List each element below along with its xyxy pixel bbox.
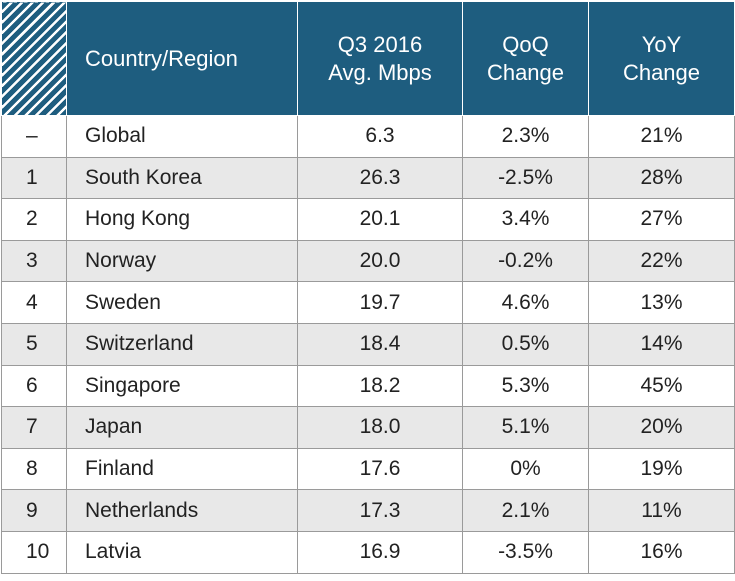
- qoq-cell: 2.3%: [462, 115, 589, 158]
- yoy-cell: 11%: [588, 489, 735, 532]
- yoy-cell: 21%: [588, 115, 735, 158]
- rank-cell: –: [1, 115, 67, 158]
- qoq-cell: 2.1%: [462, 489, 589, 532]
- yoy-cell: 19%: [588, 447, 735, 491]
- speed-cell: 18.2: [297, 364, 463, 408]
- rank-cell: 1: [1, 156, 67, 200]
- country-cell: Global: [66, 115, 298, 158]
- country-cell: Norway: [66, 239, 298, 283]
- country-cell: Finland: [66, 447, 298, 491]
- table-row: 7 Japan 18.0 5.1% 20%: [1, 406, 735, 449]
- header-row: Country/Region Q3 2016 Avg. Mbps QoQ Cha…: [1, 1, 735, 116]
- qoq-cell: -2.5%: [462, 156, 589, 200]
- country-cell: Hong Kong: [66, 198, 298, 241]
- speed-cell: 18.0: [297, 406, 463, 449]
- speed-cell: 6.3: [297, 115, 463, 158]
- table-row: 6 Singapore 18.2 5.3% 45%: [1, 364, 735, 408]
- yoy-cell: 27%: [588, 198, 735, 241]
- table-row: 8 Finland 17.6 0% 19%: [1, 447, 735, 491]
- country-cell: Japan: [66, 406, 298, 449]
- avg-speed-header-line2: Avg. Mbps: [328, 59, 432, 85]
- rank-cell: 8: [1, 447, 67, 491]
- qoq-cell: 0%: [462, 447, 589, 491]
- country-cell: Switzerland: [66, 322, 298, 366]
- yoy-change-header-line2: Change: [622, 59, 701, 85]
- yoy-change-header: YoY Change: [588, 1, 735, 116]
- qoq-change-header-line1: QoQ: [502, 31, 549, 57]
- table-row: 5 Switzerland 18.4 0.5% 14%: [1, 322, 735, 366]
- yoy-cell: 28%: [588, 156, 735, 200]
- rank-cell: 10: [1, 530, 67, 574]
- speed-cell: 26.3: [297, 156, 463, 200]
- qoq-cell: 3.4%: [462, 198, 589, 241]
- rank-cell: 6: [1, 364, 67, 408]
- yoy-cell: 20%: [588, 406, 735, 449]
- yoy-cell: 45%: [588, 364, 735, 408]
- country-cell: Netherlands: [66, 489, 298, 532]
- speed-cell: 20.1: [297, 198, 463, 241]
- table-row: 1 South Korea 26.3 -2.5% 28%: [1, 156, 735, 200]
- table-row: 9 Netherlands 17.3 2.1% 11%: [1, 489, 735, 532]
- table-row: 10 Latvia 16.9 -3.5% 16%: [1, 530, 735, 574]
- rank-cell: 4: [1, 281, 67, 324]
- yoy-cell: 13%: [588, 281, 735, 324]
- qoq-change-header-line2: Change: [486, 59, 565, 85]
- table-header: Country/Region Q3 2016 Avg. Mbps QoQ Cha…: [1, 1, 735, 116]
- country-cell: South Korea: [66, 156, 298, 200]
- table-row: 4 Sweden 19.7 4.6% 13%: [1, 281, 735, 324]
- country-cell: Sweden: [66, 281, 298, 324]
- avg-speed-header-line1: Q3 2016: [337, 31, 423, 57]
- yoy-cell: 16%: [588, 530, 735, 574]
- qoq-cell: 0.5%: [462, 322, 589, 366]
- table-row: – Global 6.3 2.3% 21%: [1, 115, 735, 158]
- speed-cell: 17.6: [297, 447, 463, 491]
- table-body: – Global 6.3 2.3% 21% 1 South Korea 26.3…: [1, 115, 735, 574]
- table-row: 3 Norway 20.0 -0.2% 22%: [1, 239, 735, 283]
- qoq-cell: -0.2%: [462, 239, 589, 283]
- qoq-change-header: QoQ Change: [462, 1, 589, 116]
- speed-cell: 17.3: [297, 489, 463, 532]
- avg-speed-header: Q3 2016 Avg. Mbps: [297, 1, 463, 116]
- country-region-header: Country/Region: [66, 1, 298, 116]
- rank-cell: 9: [1, 489, 67, 532]
- yoy-cell: 14%: [588, 322, 735, 366]
- speed-cell: 19.7: [297, 281, 463, 324]
- country-cell: Latvia: [66, 530, 298, 574]
- country-cell: Singapore: [66, 364, 298, 408]
- qoq-cell: 4.6%: [462, 281, 589, 324]
- table-row: 2 Hong Kong 20.1 3.4% 27%: [1, 198, 735, 241]
- yoy-change-header-line1: YoY: [641, 31, 682, 57]
- speed-cell: 18.4: [297, 322, 463, 366]
- qoq-cell: 5.3%: [462, 364, 589, 408]
- rank-cell: 5: [1, 322, 67, 366]
- qoq-cell: 5.1%: [462, 406, 589, 449]
- speed-cell: 16.9: [297, 530, 463, 574]
- yoy-cell: 22%: [588, 239, 735, 283]
- speed-cell: 20.0: [297, 239, 463, 283]
- qoq-cell: -3.5%: [462, 530, 589, 574]
- rank-cell: 2: [1, 198, 67, 241]
- rank-header-hatch: [1, 1, 67, 116]
- rank-cell: 7: [1, 406, 67, 449]
- rank-cell: 3: [1, 239, 67, 283]
